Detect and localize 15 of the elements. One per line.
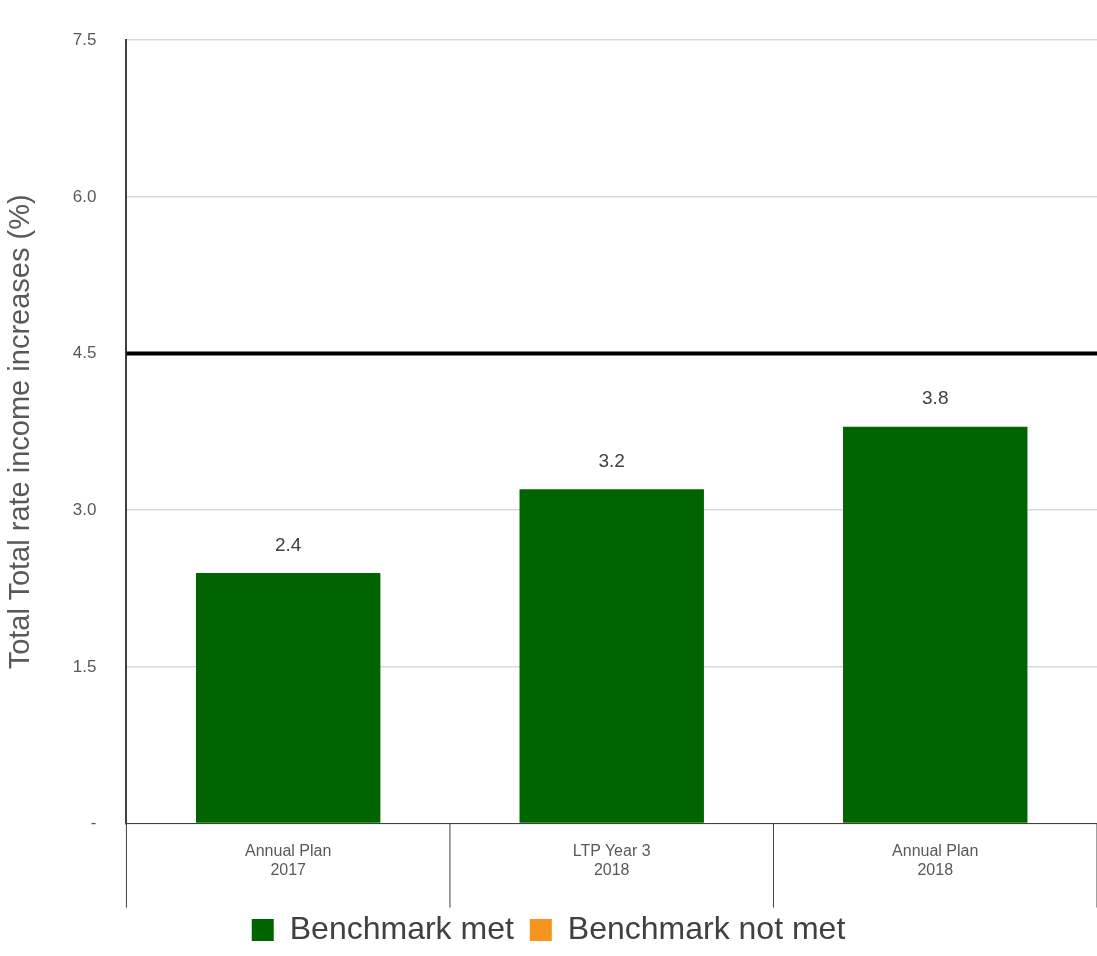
x-tick-label: LTP Year 3 2018: [572, 841, 651, 878]
y-tick-label: -: [90, 813, 97, 833]
data-label: 2.4: [274, 533, 302, 555]
legend-label: Benchmark not met: [567, 909, 846, 946]
legend-label: Benchmark met: [289, 909, 514, 946]
y-tick-label: 3.0: [72, 499, 97, 519]
x-tick-label: Annual Plan 2018: [892, 841, 979, 878]
x-tick-label: Annual Plan 2017: [245, 841, 332, 878]
y-tick-label: 6.0: [72, 186, 97, 206]
y-tick-label: 7.5: [72, 29, 97, 49]
data-label: 3.2: [598, 450, 625, 472]
y-tick-label: 4.5: [72, 343, 97, 363]
data-label: 3.8: [922, 387, 949, 409]
y-tick-label: 1.5: [72, 656, 97, 676]
y-axis-title: Total Total rate income increases (%): [3, 194, 36, 670]
